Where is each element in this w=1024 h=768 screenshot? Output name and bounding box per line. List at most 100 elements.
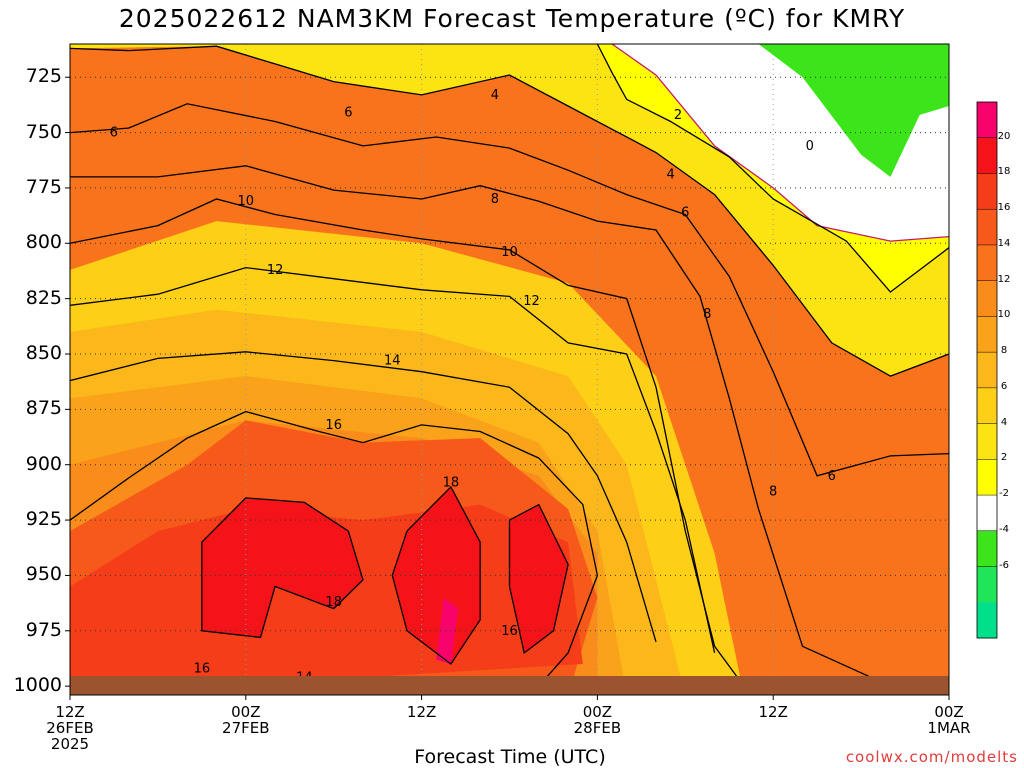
contour-label: 16 bbox=[501, 624, 518, 639]
colorbar-tick-label: 8 bbox=[1000, 345, 1008, 357]
contour-line bbox=[596, 44, 949, 293]
colorbar-tick-label: 16 bbox=[997, 202, 1011, 214]
colorbar-frame bbox=[976, 101, 998, 639]
x-tick-label-line: 26FEB bbox=[46, 719, 94, 737]
colorbar-tick-label: 2 bbox=[1000, 452, 1008, 464]
axis-ticks bbox=[65, 76, 950, 700]
x-tick-label-line: 12Z bbox=[406, 703, 437, 721]
x-tick-label-line: 12Z bbox=[758, 703, 788, 721]
y-tick-label: 925 bbox=[25, 508, 62, 531]
colorbar bbox=[976, 101, 998, 639]
x-tick-label-line: 00Z bbox=[582, 703, 613, 721]
contour-label: 16 bbox=[325, 418, 342, 433]
fill-band-20 bbox=[436, 597, 459, 664]
contour-line bbox=[201, 497, 364, 639]
colorbar-swatch bbox=[977, 173, 997, 210]
y-tick-label: 775 bbox=[25, 175, 62, 198]
contour-labels: 204466668881010121214141616161818 bbox=[110, 88, 836, 685]
contour-label: 6 bbox=[344, 106, 352, 121]
x-tick-label: 00Z 28FEB bbox=[552, 704, 642, 736]
colorbar-tick-label: 20 bbox=[997, 130, 1011, 142]
contour-label: 0 bbox=[806, 139, 814, 154]
y-tick-label: 900 bbox=[25, 452, 62, 475]
x-axis-title: Forecast Time (UTC) bbox=[414, 746, 606, 768]
contour-label: 6 bbox=[828, 469, 836, 484]
colorbar-tick-label: -4 bbox=[999, 523, 1009, 535]
y-tick-label: 750 bbox=[25, 120, 62, 143]
source-credit: coolwx.com/modelts bbox=[845, 748, 1018, 766]
contour-label: 8 bbox=[769, 484, 777, 499]
contour-label: 6 bbox=[110, 126, 118, 141]
x-tick-label-line: 27FEB bbox=[222, 719, 270, 737]
x-tick-label: 12Z bbox=[377, 704, 467, 720]
y-tick-label: 825 bbox=[25, 286, 62, 309]
colorbar-swatch bbox=[977, 280, 997, 317]
contour-line bbox=[70, 45, 949, 377]
contour-lines bbox=[70, 44, 949, 687]
fill-band-18-right bbox=[509, 504, 569, 653]
colorbar-swatch bbox=[977, 102, 997, 139]
colorbar-swatch bbox=[977, 209, 997, 246]
colorbar-swatch bbox=[977, 387, 997, 425]
contour-label: 8 bbox=[703, 307, 711, 322]
colorbar-tick-label: -2 bbox=[999, 488, 1009, 500]
y-tick-label: 875 bbox=[25, 397, 62, 420]
contour-label: 2 bbox=[674, 108, 682, 123]
y-tick-label: 975 bbox=[25, 618, 62, 641]
x-tick-label: 00Z 27FEB bbox=[201, 704, 291, 736]
y-tick-label: 800 bbox=[25, 231, 62, 254]
x-tick-label: 12Z 26FEB 2025 bbox=[25, 704, 115, 752]
plot-area: 204466668881010121214141616161818 bbox=[70, 44, 949, 695]
colorbar-swatch bbox=[977, 495, 997, 532]
colorbar-swatch bbox=[977, 423, 997, 460]
colorbar-tick-label: -6 bbox=[999, 559, 1009, 571]
contour-line bbox=[70, 165, 949, 687]
contour-line bbox=[70, 351, 657, 643]
contour-label: 18 bbox=[325, 595, 342, 610]
contour-label: 12 bbox=[267, 263, 284, 278]
colorbar-swatch bbox=[977, 316, 997, 353]
colorbar-tick-label: 4 bbox=[1000, 416, 1008, 428]
colorbar-swatch bbox=[977, 352, 997, 389]
contour-label: 6 bbox=[681, 205, 689, 220]
contour-label: 16 bbox=[194, 661, 211, 676]
colorbar-swatch bbox=[977, 602, 997, 639]
colorbar-tick-label: 18 bbox=[997, 166, 1011, 178]
x-tick-label-line: 00Z bbox=[934, 703, 964, 721]
ground-surface bbox=[70, 676, 949, 695]
colorbar-tick-label: 12 bbox=[997, 273, 1011, 285]
contour-label: 12 bbox=[523, 294, 540, 309]
x-tick-label: 00Z 1MAR bbox=[904, 704, 994, 736]
contour-line bbox=[70, 266, 716, 654]
colorbar-swatch bbox=[977, 530, 997, 568]
contour-line bbox=[70, 198, 745, 687]
contour-label: 4 bbox=[491, 88, 499, 103]
contour-label: 10 bbox=[238, 194, 255, 209]
plot-frame bbox=[69, 43, 950, 696]
contour-label: 14 bbox=[384, 354, 401, 369]
contour-label: 18 bbox=[443, 475, 460, 490]
contour-line bbox=[508, 503, 569, 655]
x-tick-label-line: 1MAR bbox=[927, 719, 971, 737]
fill-band-below-minus2 bbox=[758, 44, 949, 177]
fill-band-18-left bbox=[201, 497, 363, 638]
x-tick-label-line: 2025 bbox=[50, 735, 90, 753]
contour-line bbox=[70, 410, 599, 687]
x-tick-label-line: 12Z bbox=[55, 703, 85, 721]
gridlines bbox=[70, 44, 949, 695]
colorbar-swatch bbox=[977, 137, 997, 174]
fill-band-18-center bbox=[392, 486, 481, 664]
colorbar-swatch bbox=[977, 566, 997, 603]
colorbar-tick-label: 14 bbox=[997, 237, 1011, 249]
colorbar-tick-label: 6 bbox=[1000, 380, 1008, 392]
contour-line bbox=[391, 485, 481, 665]
chart-title: 2025022612 NAM3KM Forecast Temperature (… bbox=[118, 4, 906, 33]
contour-label: 10 bbox=[501, 245, 518, 260]
contour-label: 8 bbox=[491, 192, 499, 207]
x-tick-label: 12Z bbox=[728, 704, 818, 720]
x-tick-label-line: 28FEB bbox=[573, 719, 622, 737]
x-tick-label-line: 00Z bbox=[231, 703, 261, 721]
colorbar-tick-label: 10 bbox=[997, 309, 1011, 321]
y-tick-label: 950 bbox=[25, 563, 62, 586]
